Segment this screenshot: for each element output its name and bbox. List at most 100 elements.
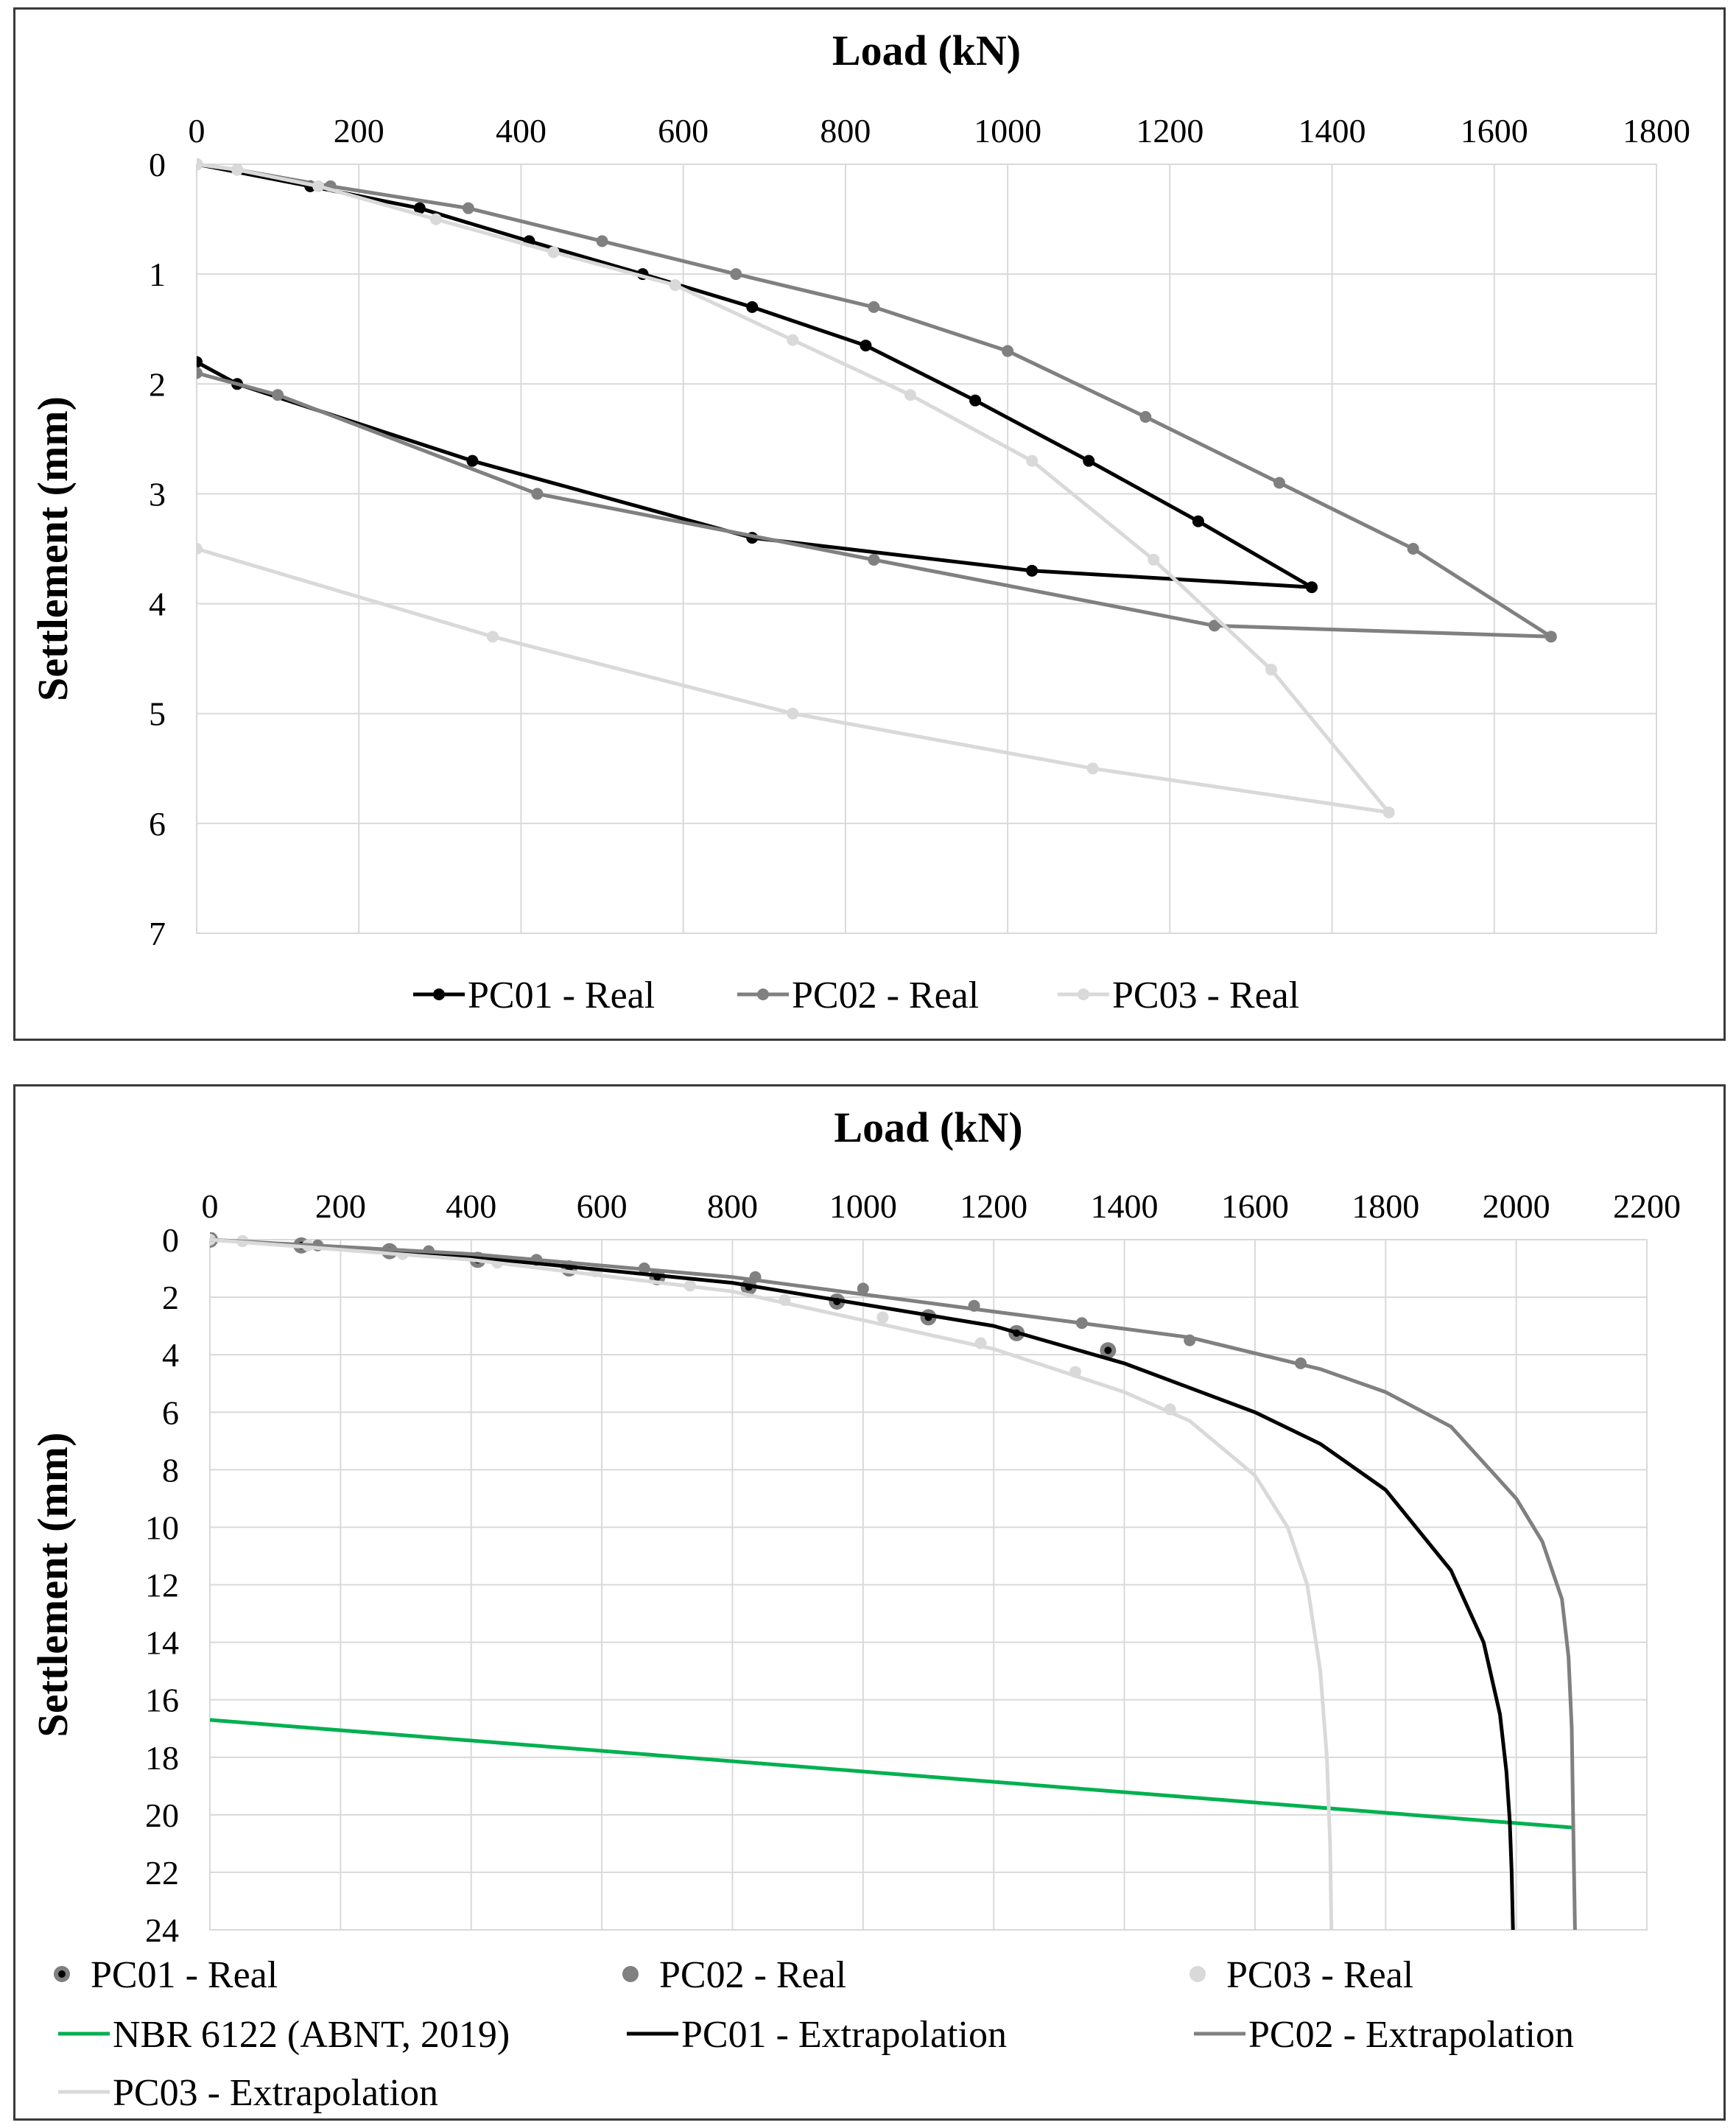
data-point-pc01-real <box>1306 581 1318 594</box>
data-point-pc03-real <box>876 1311 889 1324</box>
legend-marker-pc02-real <box>622 1966 639 1982</box>
legend-label-pc03-extrapolation: PC03 - Extrapolation <box>113 2072 438 2114</box>
data-point-pc03-real <box>787 707 799 720</box>
x-tick-label: 400 <box>496 112 547 150</box>
y-tick-label: 7 <box>149 915 166 952</box>
legend-marker-pc03-real <box>1189 1966 1206 1982</box>
load-settlement-chart-real: 0 200 400 600 800 1000 1200 1400 1600 1800 0 1 2 3 4 5 6… <box>29 27 1690 1016</box>
data-point-pc02-real <box>1208 619 1220 632</box>
x-tick-label: 400 <box>446 1187 496 1225</box>
y-tick-label: 2 <box>162 1279 179 1316</box>
y-axis-title: Settlement (mm) <box>29 1433 77 1738</box>
series-line-pc02-real <box>197 162 1553 639</box>
y-tick-label: 3 <box>149 475 166 513</box>
data-point-pc01-real <box>1192 515 1204 527</box>
legend-marker-pc02-real <box>757 988 769 1000</box>
legend-label-pc03-real: PC03 - Real <box>1226 1954 1413 1996</box>
x-tick-label: 1000 <box>829 1187 897 1225</box>
legend-label-nbr-6122-abnt-2019: NBR 6122 (ABNT, 2019) <box>113 2014 510 2056</box>
series-line-pc01-extrapolation <box>210 1237 1515 1930</box>
legend-item-pc03-real: PC03 - Real <box>1189 1954 1413 1996</box>
data-point-pc02-real <box>1407 543 1419 555</box>
legend-item-pc02-extrapolation: PC02 - Extrapolation <box>1194 2014 1574 2056</box>
data-point-pc02-real <box>197 367 203 379</box>
legend: PC01 - Real PC02 - Real PC03 - Real <box>413 975 1299 1016</box>
data-point-pc03-real <box>486 631 499 643</box>
data-point-pc03-real <box>197 158 203 170</box>
data-point-pc03-real <box>547 246 560 259</box>
series-line-pc03-extrapolation <box>210 1237 1334 1930</box>
data-point-pc03-real <box>1026 454 1039 467</box>
data-point-pc02-real <box>1545 631 1557 643</box>
legend-label-pc03-real: PC03 - Real <box>1112 975 1299 1016</box>
y-tick-label: 18 <box>145 1739 179 1777</box>
legend-item-pc02-real: PC02 - Real <box>737 975 979 1016</box>
y-tick-label: 22 <box>145 1854 179 1892</box>
legend-label-pc02-real: PC02 - Real <box>792 975 979 1016</box>
y-tick-label: 6 <box>162 1394 179 1431</box>
legend-label-pc01-extrapolation: PC01 - Extrapolation <box>681 2014 1007 2056</box>
x-tick-label: 2000 <box>1483 1187 1550 1225</box>
data-point-pc03-real <box>1265 664 1277 676</box>
data-point-pc02-real <box>1139 411 1152 424</box>
y-tick-label: 24 <box>145 1911 179 1949</box>
x-tick-label: 800 <box>820 112 871 150</box>
y-tick-label: 6 <box>149 805 166 843</box>
data-point-pc02-real <box>1273 477 1285 489</box>
x-tick-label: 1400 <box>1091 1187 1159 1225</box>
x-tick-label: 0 <box>202 1187 219 1225</box>
legend-marker-pc03-real <box>1078 988 1089 1000</box>
data-point-pc02-real <box>868 553 880 566</box>
legend-item-pc01-real: PC01 - Real <box>54 1954 278 1996</box>
data-point-pc01-real <box>746 301 759 313</box>
data-point-pc03-real <box>1148 553 1160 566</box>
x-tick-label: 1200 <box>1136 112 1203 150</box>
data-point-pc01-real <box>969 394 982 407</box>
x-tick-label: 600 <box>577 1187 628 1225</box>
legend-item-pc03-extrapolation: PC03 - Extrapolation <box>58 2072 438 2114</box>
x-tick-label: 2200 <box>1613 1187 1681 1225</box>
plot-area <box>196 164 1657 934</box>
y-tick-label: 16 <box>145 1682 179 1719</box>
x-axis-title: Load (kN) <box>834 1103 1022 1151</box>
y-tick-label: 12 <box>145 1567 179 1604</box>
x-tick-label: 1400 <box>1299 112 1366 150</box>
series-line-pc03-real <box>197 162 1391 815</box>
legend-item-pc03-real: PC03 - Real <box>1058 975 1299 1016</box>
data-point-pc03-real <box>429 213 442 225</box>
data-point-pc03-real <box>1086 762 1099 775</box>
legend-item-pc02-real: PC02 - Real <box>622 1954 846 1996</box>
plot-area <box>209 1239 1648 1931</box>
y-axis-title: Settlement (mm) <box>29 396 77 701</box>
x-tick-label: 200 <box>334 112 384 150</box>
y-tick-label: 0 <box>162 1221 179 1259</box>
legend-item-pc01-real: PC01 - Real <box>413 975 655 1016</box>
data-point-pc03-real <box>231 164 244 176</box>
x-tick-label: 200 <box>315 1187 366 1225</box>
x-tick-label: 1800 <box>1352 1187 1419 1225</box>
series-line-pc01-real <box>197 162 1314 589</box>
data-point-pc02-real <box>868 301 880 313</box>
y-tick-label: 2 <box>149 365 166 403</box>
data-point-pc02-real <box>857 1282 869 1295</box>
data-point-pc01-real <box>197 356 203 368</box>
data-point-pc03-real <box>787 334 799 346</box>
legend-label-pc02-extrapolation: PC02 - Extrapolation <box>1248 2014 1574 2056</box>
data-point-pc02-real <box>531 488 544 500</box>
data-point-pc02-real <box>596 235 608 247</box>
data-point-pc03-real <box>669 279 681 292</box>
series-line-nbr-6122-abnt-2019 <box>210 1718 1575 1830</box>
series-pc01-real <box>197 158 1318 594</box>
data-point-pc01-real <box>1083 454 1095 467</box>
data-point-pc02-real <box>462 202 474 214</box>
legend-label-pc02-real: PC02 - Real <box>659 1954 846 1996</box>
data-point-pc02-real <box>272 389 284 401</box>
series-nbr-6122-abnt-2019 <box>210 1718 1575 1830</box>
series-line-pc02-extrapolation <box>210 1237 1577 1930</box>
y-tick-label: 14 <box>145 1624 179 1662</box>
y-tick-label: 20 <box>145 1797 179 1834</box>
data-point-pc02-real <box>730 268 742 281</box>
x-tick-label: 0 <box>189 112 205 150</box>
data-point-pc03-real <box>312 180 325 192</box>
legend-item-nbr-6122-abnt-2019: NBR 6122 (ABNT, 2019) <box>58 2014 510 2056</box>
